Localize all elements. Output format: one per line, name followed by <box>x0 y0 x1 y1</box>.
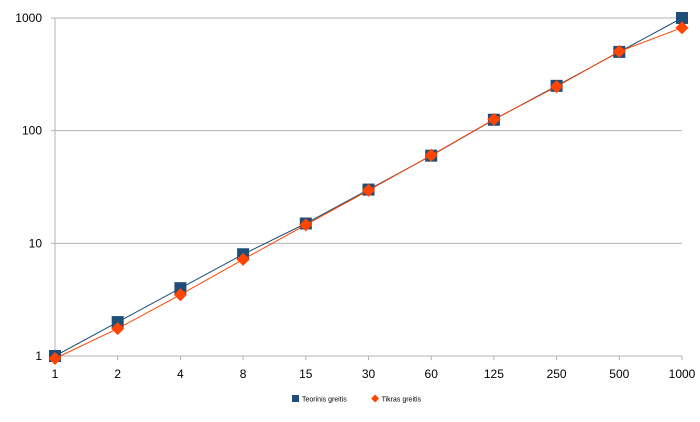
y-tick-label: 100 <box>22 124 42 138</box>
x-tick-label: 15 <box>299 367 313 381</box>
x-tick-label: 500 <box>609 367 629 381</box>
legend-item-2: Tikras greitis <box>371 394 422 404</box>
data-point-diamond <box>299 218 313 232</box>
data-point-square <box>111 316 124 329</box>
legend-label: Tikras greitis <box>382 397 422 404</box>
x-tick-label: 60 <box>425 367 439 381</box>
x-tick-label: 1 <box>52 367 59 381</box>
legend-diamond-icon <box>371 394 380 403</box>
data-point-square <box>676 12 688 24</box>
data-point-diamond <box>173 288 187 302</box>
x-tick-label: 250 <box>547 367 567 381</box>
y-tick-label: 1000 <box>15 11 42 25</box>
data-point-diamond <box>362 183 375 197</box>
legend: Teorinis greitis Tikras greitis <box>292 394 422 404</box>
x-tick-label: 4 <box>177 367 184 381</box>
y-tick-labels: 1 10 100 1000 <box>15 11 42 363</box>
x-tick-label: 2 <box>114 367 121 381</box>
x-tick-label: 8 <box>240 367 247 381</box>
x-tick-label: 125 <box>484 367 504 381</box>
data-point-diamond <box>550 80 564 94</box>
legend-label: Teorinis greitis <box>302 397 347 404</box>
legend-square-icon <box>292 395 299 402</box>
x-tick-labels: 1 2 4 8 15 30 60 125 250 500 1000 <box>52 367 696 381</box>
data-point-diamond <box>675 21 689 35</box>
x-tick-label: 30 <box>362 367 376 381</box>
series-2 <box>48 21 689 366</box>
x-tick-label: 1000 <box>669 367 696 381</box>
data-point-diamond <box>612 44 626 58</box>
y-tick-label: 10 <box>29 236 43 250</box>
data-point-diamond <box>236 252 250 266</box>
data-point-diamond <box>111 322 125 336</box>
axes <box>51 17 683 360</box>
data-point-diamond <box>48 352 62 366</box>
data-point-diamond <box>487 112 501 126</box>
y-tick-label: 1 <box>35 349 42 363</box>
data-point-square <box>174 282 187 295</box>
data-point-diamond <box>424 148 438 162</box>
series-layer <box>48 12 689 366</box>
legend-item-1: Teorinis greitis <box>292 395 347 404</box>
